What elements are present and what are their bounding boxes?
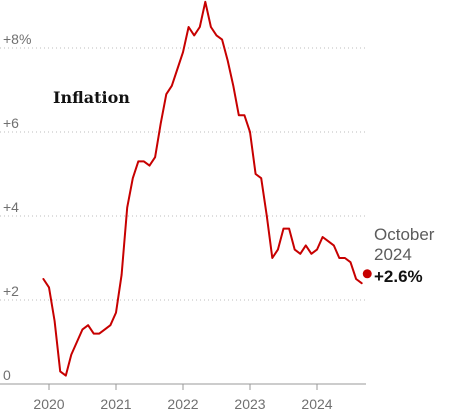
y-tick-label: +6: [3, 115, 19, 131]
latest-value-label: +2.6%: [374, 267, 423, 286]
x-axis: 2020 2021 2022 2023 2024: [0, 383, 366, 412]
latest-month-label: October: [374, 225, 435, 244]
y-tick-label: +8%: [3, 31, 31, 47]
latest-year-label: 2024: [374, 245, 412, 264]
series-line-inflation: [42, 0, 363, 377]
series-title-label: Inflation: [53, 88, 130, 107]
y-tick-label: +2: [3, 283, 19, 299]
x-tick-label: 2021: [100, 396, 131, 412]
y-tick-label: +4: [3, 199, 19, 215]
annotations: Inflation October 2024 +2.6%: [53, 88, 435, 286]
x-tick-label: 2023: [234, 396, 265, 412]
x-tick-label: 2020: [33, 396, 64, 412]
latest-value-marker: [362, 269, 372, 279]
gridlines: [0, 47, 366, 301]
y-axis-ticks: 0 +2 +4 +6 +8%: [3, 31, 31, 383]
series-layer: [42, 0, 363, 377]
y-tick-label: 0: [3, 367, 11, 383]
x-tick-label: 2024: [301, 396, 332, 412]
x-tick-label: 2022: [167, 396, 198, 412]
